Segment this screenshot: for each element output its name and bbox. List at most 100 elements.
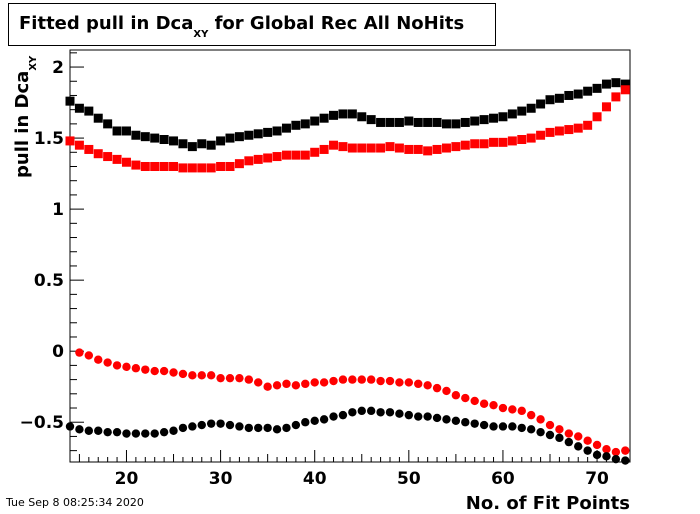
data-point-square [620,79,630,89]
data-point-square [479,139,489,149]
data-point-square [187,163,197,173]
data-point-circle [395,378,404,387]
data-point-circle [225,373,235,383]
data-point-square [234,132,244,142]
data-point-circle [423,412,432,421]
data-point-circle [508,422,517,431]
data-point-circle [498,422,508,431]
data-point-circle [159,427,169,437]
data-point-square [376,117,386,127]
data-point-circle [319,378,329,387]
data-point-circle [517,423,526,433]
y-axis-title-text: pull in Dca [12,71,33,178]
data-point-circle [319,415,329,424]
data-point-circle [498,403,508,413]
data-point-circle [414,379,423,389]
data-point-square [329,140,339,150]
data-point-square [103,119,113,129]
data-point-circle [508,405,517,414]
data-point-square [347,143,357,153]
x-tick-label: 70 [585,469,609,489]
data-point-square [103,152,113,162]
y-tick-label: 2 [52,58,64,78]
data-point-square [479,115,489,125]
data-point-square [583,120,593,130]
data-point-square [121,126,131,136]
data-point-circle [555,433,564,443]
data-point-circle [489,422,498,431]
data-point-square [385,142,395,152]
data-point-circle [602,452,611,461]
data-point-circle [489,400,498,410]
data-point-square [216,136,226,146]
data-point-square [65,136,75,146]
data-point-square [573,89,583,99]
data-point-circle [272,381,282,390]
data-point-circle [432,383,442,393]
data-point-circle [131,429,141,438]
data-point-square [234,159,244,169]
data-point-circle [263,423,272,433]
data-point-square [300,119,310,129]
data-point-circle [122,429,131,438]
data-point-circle [244,423,254,433]
data-point-circle [470,419,479,428]
data-point-square [489,113,499,123]
y-tick-label: 0.5 [34,271,64,291]
data-point-square [347,109,357,119]
data-point-circle [169,426,178,435]
data-point-circle [225,420,235,430]
y-tick-label: 1.5 [34,129,64,149]
data-point-square [611,92,621,102]
data-point-circle [357,375,366,384]
data-point-square [310,147,320,157]
data-point-square [263,153,273,163]
data-point-square [517,106,527,116]
data-point-circle [291,420,301,430]
data-point-circle [310,378,319,387]
data-point-circle [583,446,592,455]
data-point-circle [376,376,385,386]
data-point-circle [545,420,555,430]
data-point-square [169,136,179,146]
data-point-square [554,126,564,136]
data-point-circle [216,373,225,383]
data-point-circle [169,368,178,377]
data-point-square [620,85,630,95]
data-point-square [150,161,160,171]
timestamp: Tue Sep 8 08:25:34 2020 [6,496,144,509]
data-point-circle [103,427,112,437]
data-point-square [470,139,480,149]
data-point-circle [150,429,159,438]
data-point-square [272,126,282,136]
data-point-square [338,142,348,152]
x-axis-title: No. of Fit Points [466,493,630,514]
data-point-circle [404,410,414,420]
data-point-square [329,110,339,120]
data-point-circle [470,396,479,406]
axis-ticks: 20 30 40 50 60 70 −0.5 0 0.5 1 1.5 2 [20,52,626,489]
data-point-square [159,135,169,145]
chart-title-box: Fitted pull in DcaXY for Global Rec All … [8,3,496,46]
data-marks [65,78,630,465]
data-point-circle [611,454,621,464]
data-point-square [150,133,160,143]
data-point-square [564,125,574,135]
data-point-square [131,130,141,140]
data-point-square [423,117,433,127]
x-tick-label: 60 [491,469,515,489]
data-point-circle [348,375,357,384]
data-point-square [272,152,282,162]
data-point-square [554,93,564,103]
data-point-circle [376,408,385,417]
plot-frame [69,49,631,463]
data-point-square [121,157,131,167]
data-point-circle [583,436,592,445]
data-point-circle [112,361,122,370]
data-point-square [423,146,433,156]
data-point-circle [432,413,442,423]
data-point-square [601,79,611,89]
x-tick-label: 30 [209,469,233,489]
data-point-square [460,117,470,127]
